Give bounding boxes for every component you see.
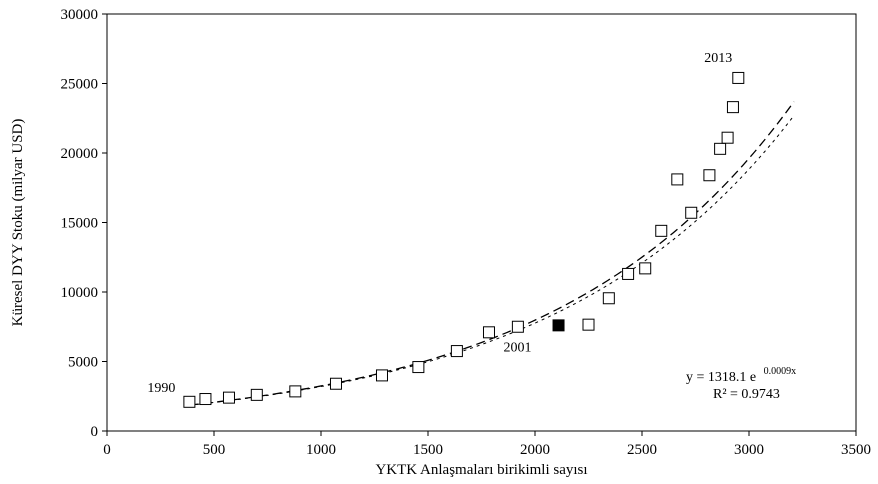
data-point [732,71,745,84]
x-tick-label: 3500 [841,442,871,458]
data-point [639,262,652,275]
point-annotation: 2001 [504,340,532,355]
data-point [685,206,698,219]
data-point [375,369,388,382]
trendline-curve-alt [189,115,795,406]
data-point-highlight [552,319,565,332]
data-point [582,318,595,331]
points-layer [183,71,745,408]
data-point [412,361,425,374]
x-tick-label: 1500 [413,442,443,458]
y-tick-label: 0 [91,424,99,440]
data-point [511,320,524,333]
y-tick-label: 15000 [61,216,99,232]
data-point [199,393,212,406]
equation-text: y = 1318.1 e 0.0009x [686,366,796,385]
data-point [726,101,739,114]
equation-main: y = 1318.1 e [686,370,756,385]
data-point [289,385,302,398]
x-tick-label: 2000 [520,442,550,458]
data-point [602,292,615,305]
data-point [329,377,342,390]
data-point [250,388,263,401]
y-tick-label: 5000 [68,355,98,371]
x-tick-label: 500 [203,442,226,458]
x-tick-label: 2500 [627,442,657,458]
y-axis-title: Küresel DYY Stoku (milyar USD) [10,119,26,327]
x-tick-label: 3000 [734,442,764,458]
trendline-layer [189,101,795,406]
point-annotation: 1990 [147,381,175,396]
data-point [721,131,734,144]
x-tick-label: 1000 [306,442,336,458]
data-point [671,173,684,186]
y-tick-label: 25000 [61,77,99,93]
data-point [450,345,463,358]
data-point [183,395,196,408]
trendline-equation: y = 1318.1 e 0.0009x R² = 0.9743 [686,366,796,402]
data-point [714,142,727,155]
trendline-curve [189,101,795,406]
y-tick-label: 30000 [61,7,99,23]
y-tick-label: 20000 [61,146,99,162]
r-squared-text: R² = 0.9743 [713,387,780,402]
x-axis-ticks: 0 500 1000 1500 2000 2500 3000 3500 [103,431,871,458]
equation-exponent: 0.0009x [764,366,797,377]
data-point [703,169,716,182]
x-axis-title: YKTK Anlaşmaları birikimli sayısı [375,462,587,478]
annotations-layer: 1990 2001 2013 [147,51,732,396]
data-point [482,326,495,339]
point-annotation: 2013 [704,51,732,66]
y-axis-ticks: 0 5000 10000 15000 20000 25000 30000 [61,7,107,440]
plot-frame [106,13,857,432]
data-point [655,224,668,237]
x-tick-label: 0 [103,442,111,458]
y-tick-label: 10000 [61,285,99,301]
data-point [622,267,635,280]
data-point [222,391,235,404]
